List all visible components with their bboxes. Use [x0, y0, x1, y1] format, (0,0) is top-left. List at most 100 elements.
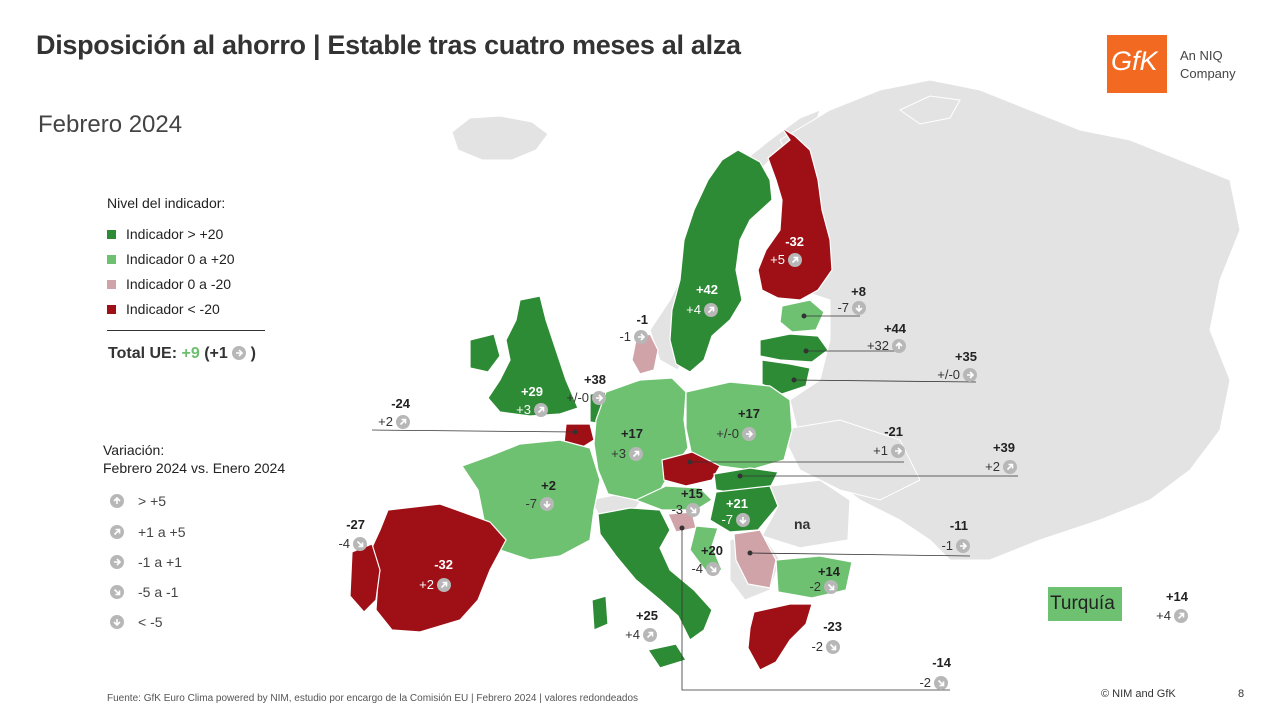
change-text: -2: [811, 639, 823, 654]
legend-item: Indicador 0 a +20: [107, 251, 235, 267]
denmark-shape: [631, 333, 659, 375]
ireland-shape: [487, 295, 579, 417]
change-text: +1: [873, 443, 888, 458]
right-arrow-icon: [956, 538, 970, 553]
total-eu: Total UE: +9 (+1 ): [108, 345, 256, 363]
copyright: © NIM and GfK: [1101, 688, 1176, 700]
germany-change: +3: [611, 446, 643, 462]
source-note: Fuente: GfK Euro Clima powered by NIM, e…: [107, 693, 639, 704]
change-text: +4: [1156, 608, 1171, 623]
slovenia-change: -4: [338, 536, 367, 552]
germany-value: +17: [620, 426, 643, 441]
denmark-change: -1: [619, 329, 648, 345]
gfk-logo-mark: GfK: [1111, 46, 1158, 76]
finland-value: -32: [785, 234, 804, 249]
change-text: -4: [691, 561, 703, 576]
variation-item: -5 a -1: [110, 584, 178, 600]
spain-value: -32: [434, 557, 453, 572]
austria-change: -3: [671, 502, 700, 518]
change-text: +5: [770, 252, 785, 267]
legend-title: Nivel del indicador:: [107, 195, 226, 211]
change-text: +3: [516, 402, 531, 417]
serbia-change: -1: [941, 538, 970, 554]
change-text: -2: [919, 675, 931, 690]
up-right-arrow-icon: [1003, 459, 1017, 474]
netherlands-change: +/-0: [566, 390, 606, 406]
variation-item: > +5: [110, 493, 166, 509]
down-right-arrow-icon: [686, 502, 700, 517]
change-text: -4: [338, 536, 350, 551]
finland-shape: [757, 127, 833, 301]
latvia-shape: [759, 333, 829, 363]
hungary-change: -7: [721, 512, 750, 528]
up-right-arrow-icon: [1174, 608, 1188, 623]
down-right-arrow-icon: [824, 579, 838, 594]
greece-change: -2: [811, 639, 840, 655]
spain-change: +2: [419, 577, 451, 593]
page-subtitle: Febrero 2024: [38, 111, 183, 138]
romania-shape: [761, 479, 851, 549]
turkey-label: Turquía: [1050, 593, 1115, 614]
croatia-value: +20: [700, 543, 723, 558]
sweden-change: +4: [686, 302, 718, 318]
gfk-logo: [1107, 35, 1167, 93]
italy-value: +25: [635, 608, 658, 623]
latvia-change: +32: [867, 338, 906, 354]
sardinia-shape: [591, 595, 609, 631]
variation-label: -5 a -1: [138, 584, 179, 600]
serbia-shape: [733, 529, 777, 589]
belgium-value: -24: [391, 396, 410, 411]
down-right-arrow-icon: [353, 536, 367, 551]
slovenia-value: -27: [346, 517, 365, 532]
moldova-ukraine-shape: [779, 419, 921, 501]
poland-change: +/-0: [716, 426, 756, 442]
netherlands-value: +38: [583, 372, 606, 387]
page-number: 8: [1238, 688, 1245, 700]
up-right-arrow-icon: [110, 525, 124, 540]
variation-label: -1 a +1: [138, 554, 182, 570]
change-text: -1: [941, 538, 953, 553]
legend-item: Indicador < -20: [107, 301, 220, 317]
finland-change: +5: [770, 252, 802, 268]
up-right-arrow-icon: [396, 414, 410, 429]
down-right-arrow-icon: [706, 561, 720, 576]
right-arrow-icon: [232, 345, 247, 360]
poland-value: +17: [737, 406, 760, 421]
right-arrow-icon: [634, 329, 648, 344]
lithuania-shape: [761, 359, 811, 395]
change-text: +32: [866, 338, 889, 353]
variation-title-line2: Febrero 2024 vs. Enero 2024: [103, 460, 286, 476]
change-text: -2: [809, 579, 821, 594]
change-text: -3: [671, 502, 683, 517]
page-title: Disposición al ahorro | Estable tras cua…: [36, 30, 741, 60]
change-text: +/-0: [566, 390, 589, 405]
variation-label: +1 a +5: [138, 524, 186, 540]
turkey-value: +14: [1165, 589, 1188, 604]
right-arrow-icon: [742, 426, 756, 441]
italy-change: +4: [625, 627, 657, 643]
ireland-isle-shape: [469, 333, 501, 373]
change-text: -7: [721, 512, 733, 527]
variation-label: > +5: [138, 493, 167, 509]
hungary-value: +21: [725, 496, 748, 511]
greece-shape: [747, 603, 813, 671]
change-text: +/-0: [716, 426, 739, 441]
down-right-arrow-icon: [934, 675, 948, 690]
variation-item: -1 a +1: [110, 554, 182, 570]
bulgaria-change: -2: [809, 579, 838, 595]
up-arrow-icon: [110, 494, 124, 509]
change-text: +2: [419, 577, 434, 592]
change-text: +3: [611, 446, 626, 461]
lithuania-change: +/-0: [937, 367, 977, 383]
legend-label: Indicador 0 a -20: [126, 276, 232, 292]
bulgaria-value: +14: [817, 564, 840, 579]
change-text: +2: [985, 459, 1000, 474]
variation-item: +1 a +5: [110, 524, 186, 540]
ireland-value: +29: [520, 384, 543, 399]
change-text: -1: [619, 329, 631, 344]
up-right-arrow-icon: [629, 446, 643, 461]
down-arrow-icon: [540, 496, 554, 511]
france-change: -7: [525, 496, 554, 512]
right-arrow-icon: [592, 390, 606, 405]
total-value: +9: [181, 345, 200, 362]
